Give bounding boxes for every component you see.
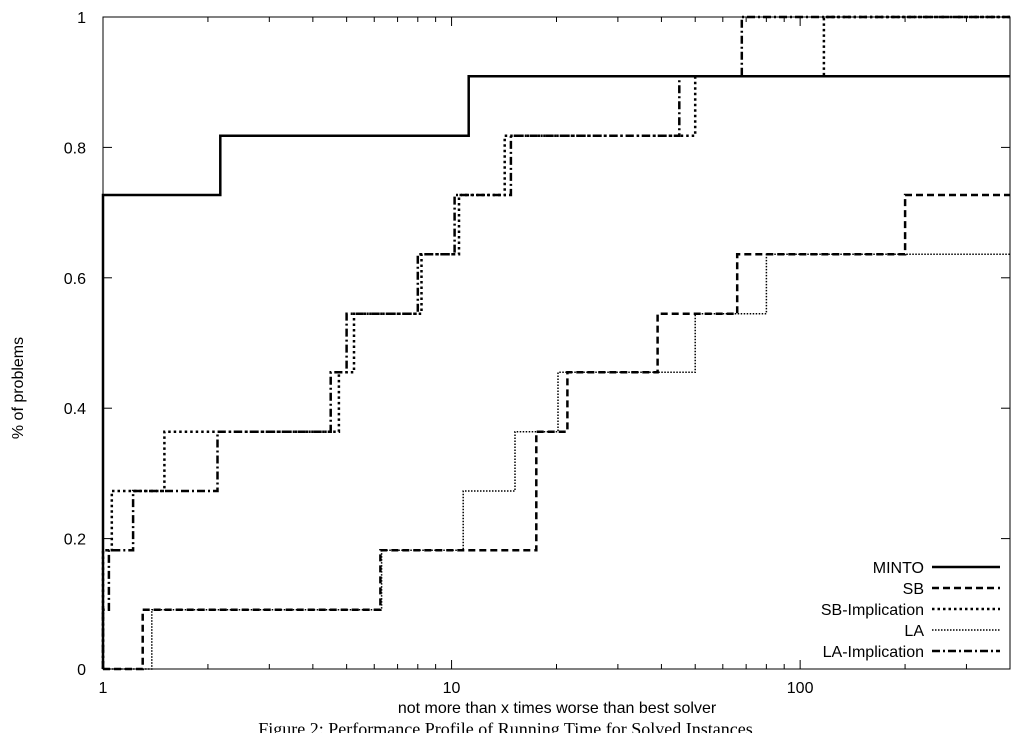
figure-caption: Figure 2: Performance Profile of Running…: [258, 719, 753, 733]
x-tick-label: 1: [99, 680, 108, 697]
legend-label: LA-Implication: [823, 644, 924, 661]
legend-label: LA: [904, 623, 924, 640]
x-axis-label: not more than x times worse than best so…: [398, 700, 717, 717]
x-tick-label: 10: [443, 680, 461, 697]
y-axis-label: % of problems: [10, 337, 27, 439]
legend-label: MINTO: [873, 560, 924, 577]
y-tick-label: 0.8: [64, 140, 86, 157]
legend-label: SB: [903, 581, 924, 598]
y-tick-label: 1: [77, 10, 86, 27]
legend-label: SB-Implication: [821, 602, 924, 619]
series-lines: [101, 15, 1010, 671]
axis-tick-labels: 0 0.2 0.4 0.6 0.8 1 1 10 100: [64, 10, 814, 697]
legend: MINTO SB SB-Implication LA LA-Implication: [821, 560, 1000, 661]
y-tick-label: 0.6: [64, 271, 86, 288]
y-tick-label: 0.4: [64, 401, 86, 418]
series-line-la: [103, 253, 1010, 670]
x-tick-label: 100: [787, 680, 814, 697]
series-line-sb-implication: [101, 15, 1010, 669]
y-tick-label: 0.2: [64, 532, 86, 549]
series-line-minto: [101, 75, 1010, 669]
performance-profile-chart: 0 0.2 0.4 0.6 0.8 1 1 10 100 % of problems not m…: [10, 10, 1011, 717]
series-line-sb: [103, 193, 1010, 671]
series-line-la-implication: [101, 15, 1010, 669]
y-tick-label: 0: [77, 662, 86, 679]
